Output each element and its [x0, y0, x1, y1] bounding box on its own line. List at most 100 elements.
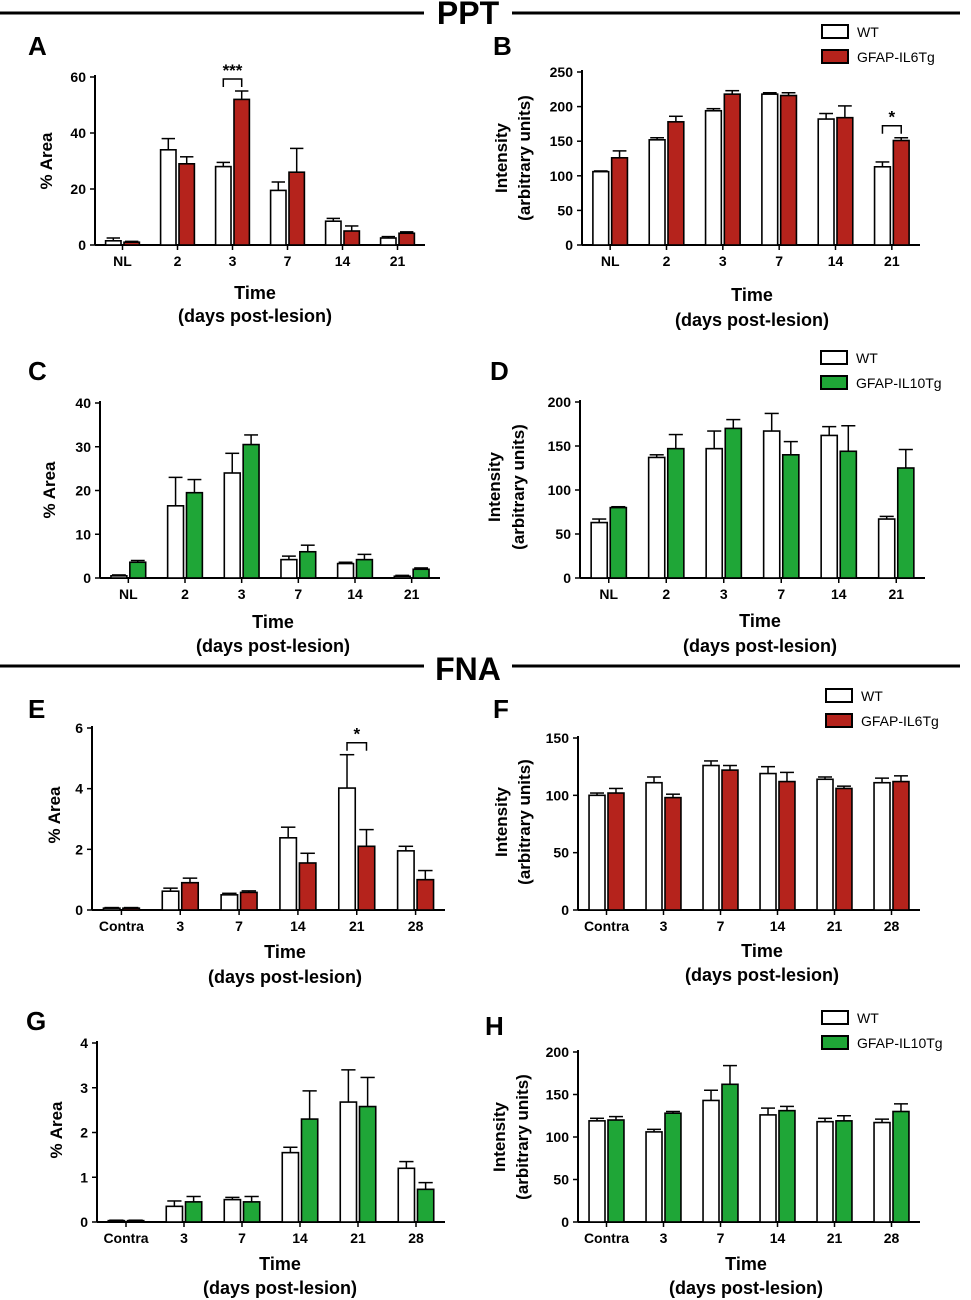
panel-label: D — [490, 356, 509, 386]
y-tick-label: 0 — [75, 902, 83, 918]
y-axis-label: % Area — [40, 461, 59, 519]
y-tick-label: 1 — [80, 1169, 88, 1185]
bar-wt-NL — [592, 170, 610, 246]
x-category-label: Contra — [584, 1230, 629, 1246]
y-tick-label: 50 — [555, 526, 571, 542]
y-tick-label: 200 — [550, 99, 574, 115]
bar-wt-7 — [702, 1099, 720, 1223]
bar-tg-21 — [358, 1105, 377, 1223]
legend-label-tg: GFAP-IL10Tg — [856, 375, 942, 391]
bar-tg-21 — [896, 467, 915, 579]
x-category-label: 21 — [390, 253, 406, 269]
x-category-label: 28 — [408, 918, 424, 934]
bar-tg-2 — [185, 491, 204, 579]
y-tick-label: 50 — [553, 1172, 569, 1188]
x-category-label: 21 — [350, 1230, 366, 1246]
bar-wt-NL — [110, 575, 128, 579]
y-tick-label: 40 — [75, 395, 91, 411]
bar-wt-2 — [648, 139, 666, 246]
y-tick-label: 0 — [80, 1214, 88, 1230]
legend-swatch-tg — [821, 1035, 849, 1050]
x-category-label: 28 — [884, 918, 900, 934]
y-tick-label: 60 — [70, 69, 86, 85]
x-category-label: 21 — [827, 1230, 843, 1246]
y-tick-label: 10 — [75, 526, 91, 542]
x-axis-label: Time — [252, 612, 294, 632]
y-tick-label: 4 — [80, 1035, 88, 1051]
panel-label: C — [28, 356, 47, 386]
y-tick-label: 150 — [548, 438, 572, 454]
section-title-fna: FNA — [435, 651, 501, 687]
x-category-label: 21 — [349, 918, 365, 934]
bar-wt-NL — [590, 521, 609, 579]
y-tick-label: 20 — [70, 181, 86, 197]
bar-tg-7 — [721, 769, 739, 911]
legend-label-tg: GFAP-IL6Tg — [861, 713, 939, 729]
legend-label-tg: GFAP-IL10Tg — [857, 1035, 943, 1051]
bar-wt-28 — [873, 1121, 891, 1223]
bar-tg-14 — [298, 862, 317, 911]
bar-tg-7 — [242, 1201, 261, 1223]
bar-tg-28 — [892, 1110, 910, 1223]
bar-tg-2 — [178, 163, 196, 246]
bar-tg-3 — [723, 93, 741, 246]
bar-wt-3 — [214, 165, 232, 246]
bar-tg-7 — [781, 453, 800, 579]
y-axis-label: Intensity — [492, 123, 511, 193]
y-tick-label: 150 — [550, 133, 574, 149]
x-axis-label-units: (days post-lesion) — [675, 310, 829, 330]
x-category-label: 21 — [404, 586, 420, 602]
x-category-label: 7 — [235, 918, 243, 934]
y-tick-label: 0 — [83, 570, 91, 586]
x-category-label: 3 — [238, 586, 246, 602]
x-axis-label: Time — [741, 941, 783, 961]
significance-marker: * — [353, 725, 360, 744]
legend-swatch-tg — [825, 713, 853, 728]
bar-wt-21 — [877, 518, 896, 579]
bar-wt-14 — [759, 1114, 777, 1223]
y-tick-label: 100 — [548, 482, 572, 498]
bar-wt-21 — [816, 1120, 834, 1223]
bar-tg-28 — [416, 878, 435, 911]
bar-tg-Contra — [122, 907, 141, 911]
y-axis-label-units: (arbitrary units) — [509, 424, 528, 550]
x-category-label: 21 — [827, 918, 843, 934]
bar-tg-NL — [610, 157, 629, 246]
bar-tg-14 — [778, 780, 796, 911]
x-category-label: 14 — [292, 1230, 308, 1246]
legend-swatch-tg — [821, 49, 849, 64]
y-axis-label: Intensity — [490, 1102, 509, 1172]
y-axis-label: % Area — [37, 132, 56, 190]
bar-tg-Contra — [607, 792, 625, 911]
x-category-label: 21 — [888, 586, 904, 602]
bar-wt-7 — [220, 894, 239, 911]
chart-h: H 0 50 100 150 200 Intensity (arbitrary units) T… — [485, 1010, 943, 1298]
x-category-label: 3 — [720, 586, 728, 602]
bar-wt-3 — [705, 447, 724, 579]
y-axis-label: Intensity — [492, 787, 511, 857]
x-axis-label-units: (days post-lesion) — [203, 1278, 357, 1298]
y-tick-label: 0 — [561, 902, 569, 918]
significance-marker: * — [889, 108, 896, 127]
chart-b: B 0 50 100 150 200 250 Intensity (arbitrary unit… — [492, 24, 935, 330]
legend-swatch-tg — [820, 375, 848, 390]
y-axis-label-units: (arbitrary units) — [515, 759, 534, 885]
x-axis-label: Time — [731, 285, 773, 305]
bar-wt-3 — [645, 781, 663, 911]
x-category-label: 14 — [770, 1230, 786, 1246]
x-category-label: 3 — [660, 918, 668, 934]
panel-label: G — [26, 1006, 46, 1036]
bar-tg-7 — [239, 891, 258, 911]
x-axis-label-units: (days post-lesion) — [208, 967, 362, 987]
x-category-label: 3 — [660, 1230, 668, 1246]
chart-a: A 0 20 40 60 % Area Time (days post-lesion) NL 2 3… — [28, 31, 425, 326]
bar-tg-NL — [609, 506, 628, 579]
bar-wt-3 — [223, 472, 241, 579]
significance-marker: *** — [223, 61, 243, 80]
bar-wt-Contra — [588, 794, 606, 911]
bar-tg-21 — [835, 1120, 853, 1223]
y-tick-label: 150 — [546, 730, 570, 746]
x-category-label: NL — [113, 253, 132, 269]
y-tick-label: 100 — [550, 168, 574, 184]
chart-d: D 0 50 100 150 200 Intensity (arbitrary units) T… — [485, 350, 942, 656]
